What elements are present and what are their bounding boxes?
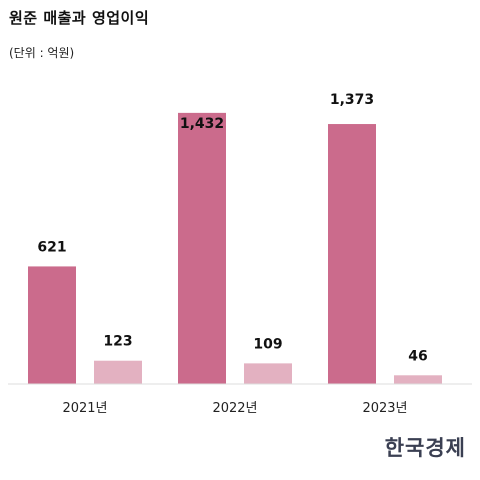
data-label-revenue-3: 1,373 bbox=[330, 92, 374, 108]
labels-layer: 621 123 1,432 109 1,373 46 bbox=[37, 92, 427, 364]
bar-operating-profit-2 bbox=[244, 363, 292, 384]
bar-revenue-3 bbox=[328, 124, 376, 384]
x-tick-label-3: 2023년 bbox=[362, 401, 407, 416]
x-tick-label-2: 2022년 bbox=[212, 401, 257, 416]
x-tick-labels: 2021년 2022년 2023년 bbox=[62, 401, 407, 416]
bar-revenue-1 bbox=[28, 266, 76, 384]
bars-layer bbox=[28, 112, 442, 384]
bar-revenue-2 bbox=[178, 112, 226, 384]
data-label-revenue-1: 621 bbox=[37, 239, 66, 255]
chart-title: 원준 매출과 영업이익 bbox=[9, 9, 150, 27]
chart-unit-label: (단위 : 억원) bbox=[9, 46, 75, 60]
data-label-operating-profit-3: 46 bbox=[408, 348, 427, 364]
bar-operating-profit-3 bbox=[394, 375, 442, 384]
data-label-operating-profit-1: 123 bbox=[103, 334, 132, 350]
data-label-operating-profit-2: 109 bbox=[253, 336, 282, 352]
bar-operating-profit-1 bbox=[94, 360, 142, 384]
newspaper-logo: 한국경제 bbox=[384, 435, 466, 460]
data-label-revenue-2: 1,432 bbox=[180, 116, 224, 132]
x-tick-label-1: 2021년 bbox=[62, 401, 107, 416]
